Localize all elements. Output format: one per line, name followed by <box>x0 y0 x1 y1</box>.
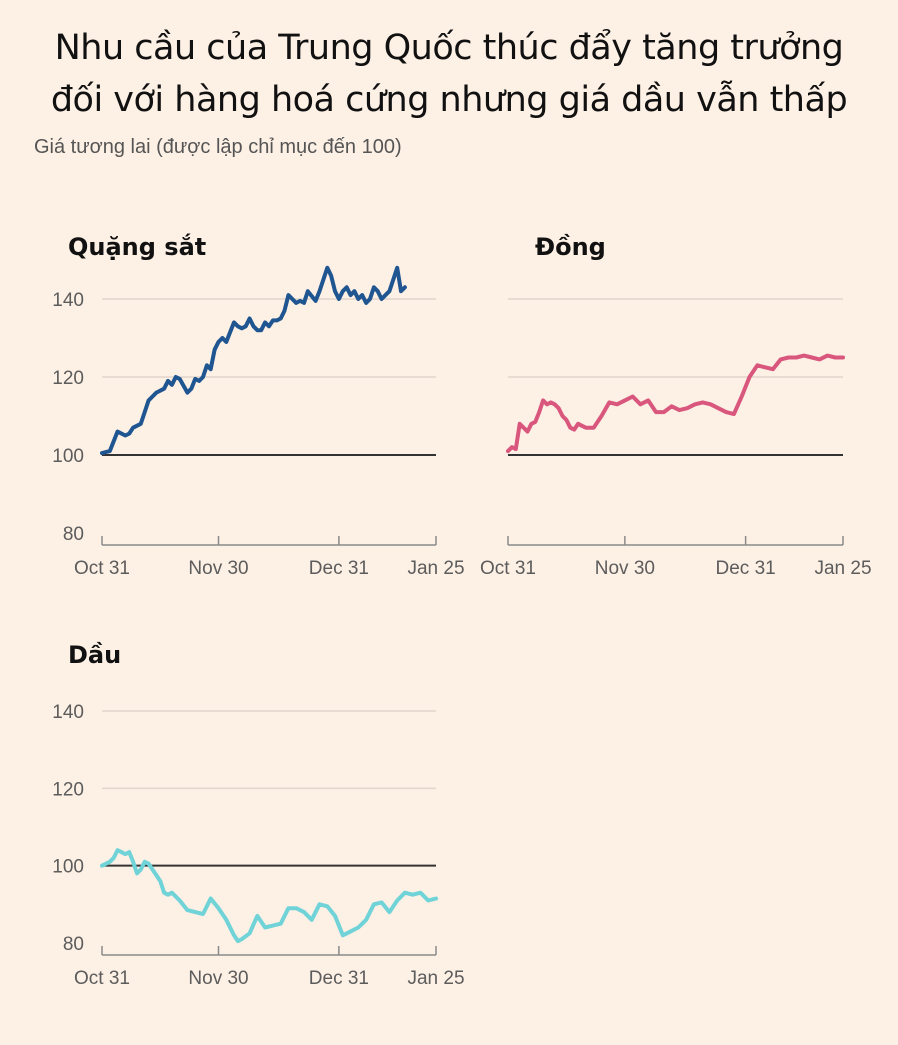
oil-y-tick-label: 100 <box>52 857 84 878</box>
chart-title-line-1: Nhu cầu của Trung Quốc thúc đẩy tăng trư… <box>54 28 844 68</box>
oil-x-tick-label: Dec 31 <box>309 968 369 989</box>
copper-x-tick-label: Jan 25 <box>814 558 871 579</box>
iron-ore-x-tick-label: Oct 31 <box>74 558 130 579</box>
iron-ore-y-tick-label: 100 <box>52 446 84 467</box>
copper-x-tick-label: Nov 30 <box>595 558 655 579</box>
iron-ore-panel-title: Quặng sắt <box>68 232 206 261</box>
copper-panel: Đồng Oct 31 Nov 30 Dec 31 Jan 25 <box>480 233 872 579</box>
oil-x-tick-label: Nov 30 <box>188 968 248 989</box>
oil-panel-title: Dầu <box>68 641 121 669</box>
iron-ore-y-tick-label: 80 <box>63 524 84 545</box>
iron-ore-x-tick-label: Dec 31 <box>309 558 369 579</box>
iron-ore-x-tick-label: Jan 25 <box>407 558 464 579</box>
iron-ore-series-line <box>100 265 407 456</box>
chart-subtitle: Giá tương lai (được lập chỉ mục đến 100) <box>34 136 402 158</box>
chart-title-line-2: đối với hàng hoá cứng nhưng giá dầu vẫn … <box>50 80 848 120</box>
copper-panel-title: Đồng <box>535 233 606 261</box>
oil-y-tick-label: 80 <box>63 934 84 955</box>
copper-series-line <box>506 353 845 454</box>
iron-ore-panel: Quặng sắt 100 120 140 80 Oct 31 Nov 30 Dec 31 Ja… <box>52 232 464 579</box>
oil-x-tick-label: Jan 25 <box>407 968 464 989</box>
oil-panel: Dầu 100 120 140 80 Oct 31 Nov 30 Dec 31 Jan 25 <box>52 641 464 989</box>
iron-ore-x-tick-label: Nov 30 <box>188 558 248 579</box>
copper-x-tick-label: Dec 31 <box>716 558 776 579</box>
iron-ore-y-tick-label: 120 <box>52 368 84 389</box>
chart-title: Nhu cầu của Trung Quốc thúc đẩy tăng trư… <box>0 22 898 126</box>
oil-y-tick-label: 140 <box>52 702 84 723</box>
copper-x-tick-label: Oct 31 <box>480 558 536 579</box>
oil-y-tick-label: 120 <box>52 779 84 800</box>
iron-ore-y-tick-label: 140 <box>52 290 84 311</box>
oil-x-tick-label: Oct 31 <box>74 968 130 989</box>
oil-series-line <box>100 848 438 944</box>
